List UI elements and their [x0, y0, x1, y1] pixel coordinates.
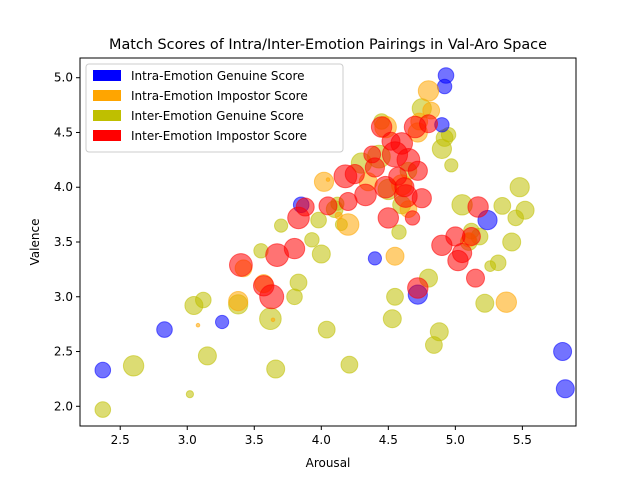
y-tick-label: 2.0 [54, 399, 73, 413]
data-point-series-3-22 [411, 188, 432, 209]
data-point-series-3-36 [381, 131, 401, 151]
data-point-series-3-35 [404, 210, 421, 226]
x-tick-label: 4.0 [312, 433, 331, 447]
x-tick-label: 2.5 [111, 433, 130, 447]
data-point-series-3-21 [407, 160, 428, 181]
x-tick-label: 5.5 [513, 433, 532, 447]
data-point-series-0-10 [286, 288, 303, 306]
legend-frame [85, 63, 344, 153]
y-tick-label: 4.5 [54, 125, 73, 139]
data-point-series-0-5 [197, 346, 217, 366]
data-point-series-3-32 [363, 145, 382, 164]
y-axis: 2.0 2.5 3.0 3.5 4.0 4.5 5.0 [54, 71, 80, 413]
data-point-series-3-30 [466, 268, 485, 288]
legend-swatch [93, 110, 121, 121]
data-point-series-0-42 [493, 197, 512, 215]
y-tick-label: 3.5 [54, 235, 73, 249]
x-tick-label: 3.5 [245, 433, 264, 447]
legend-swatch [93, 70, 121, 81]
data-point-series-0-43 [502, 232, 522, 252]
data-point-series-0-4 [195, 291, 212, 309]
data-point-series-3-7 [318, 196, 338, 216]
data-point-series-0-12 [304, 232, 320, 248]
y-tick-label: 2.5 [54, 345, 73, 359]
data-point-series-2-12 [417, 80, 440, 102]
data-point-series-3-11 [354, 183, 377, 207]
data-point-series-2-5 [313, 171, 335, 192]
data-point-series-1-0 [94, 361, 112, 379]
data-point-series-1-10 [555, 379, 575, 399]
data-point-series-1-2 [215, 314, 230, 330]
data-point-series-0-0 [94, 401, 112, 418]
data-point-series-3-4 [283, 237, 306, 260]
data-point-series-0-11 [289, 273, 308, 292]
data-point-series-3-10 [344, 164, 365, 185]
data-point-series-0-39 [475, 293, 495, 313]
data-point-series-0-7 [259, 307, 282, 331]
y-tick-label: 5.0 [54, 71, 73, 85]
y-tick-label: 4.0 [54, 180, 73, 194]
data-point-series-2-14 [495, 291, 517, 313]
points-layer [94, 67, 575, 418]
data-point-series-3-34 [394, 177, 415, 198]
data-point-series-3-29 [461, 227, 481, 246]
y-tick-label: 3.0 [54, 290, 73, 304]
data-point-series-3-15 [377, 207, 399, 229]
legend-label: Intra-Emotion Impostor Score [131, 89, 308, 103]
data-point-series-0-8 [266, 359, 286, 379]
data-point-series-2-1 [228, 291, 249, 312]
legend: Intra-Emotion Genuine Score Intra-Emotion… [85, 63, 344, 153]
x-axis-label: Arousal [306, 456, 351, 470]
data-point-series-0-24 [386, 287, 404, 306]
data-point-series-3-24 [407, 277, 429, 299]
x-tick-label: 5.0 [446, 433, 465, 447]
data-point-series-0-46 [515, 200, 535, 220]
data-point-series-2-7 [336, 213, 360, 236]
legend-label: Inter-Emotion Genuine Score [131, 109, 304, 123]
data-point-series-1-9 [553, 342, 573, 361]
x-tick-label: 3.0 [178, 433, 197, 447]
data-point-series-3-13 [370, 116, 393, 138]
data-point-series-0-1 [122, 355, 145, 377]
data-point-series-3-28 [452, 242, 473, 264]
data-point-series-0-9 [274, 218, 289, 233]
data-point-series-3-23 [419, 114, 438, 134]
data-point-series-0-30 [429, 322, 449, 342]
data-point-series-0-23 [382, 309, 402, 329]
data-point-series-2-4 [270, 317, 276, 323]
data-point-series-2-9 [385, 246, 405, 266]
data-point-series-0-2 [185, 390, 194, 399]
data-point-series-0-15 [317, 320, 336, 339]
data-point-series-3-0 [229, 253, 253, 277]
data-point-series-0-47 [391, 224, 407, 240]
data-point-series-0-18 [340, 355, 359, 374]
legend-swatch [93, 90, 121, 101]
data-point-series-2-0 [195, 322, 201, 328]
data-point-series-1-11 [436, 78, 453, 95]
chart-title: Match Scores of Intra/Inter-Emotion Pair… [109, 37, 547, 53]
x-tick-label: 4.5 [379, 433, 398, 447]
data-point-series-0-34 [444, 158, 459, 173]
data-point-series-0-45 [509, 177, 530, 198]
data-point-series-0-13 [310, 211, 327, 229]
y-axis-label: Valence [28, 219, 42, 266]
data-point-series-2-17 [325, 177, 331, 182]
data-point-series-0-14 [311, 244, 331, 264]
x-axis: 2.5 3.0 3.5 4.0 4.5 5.0 5.5 [111, 426, 532, 447]
data-point-series-3-31 [467, 196, 489, 218]
data-point-series-3-2 [259, 284, 285, 310]
data-point-series-3-6 [295, 197, 315, 217]
data-point-series-1-1 [156, 321, 173, 338]
data-point-series-1-4 [367, 251, 382, 266]
legend-label: Intra-Emotion Genuine Score [131, 69, 305, 83]
data-point-series-0-41 [489, 254, 507, 272]
legend-label: Inter-Emotion Impostor Score [131, 129, 307, 143]
legend-swatch [93, 130, 121, 141]
